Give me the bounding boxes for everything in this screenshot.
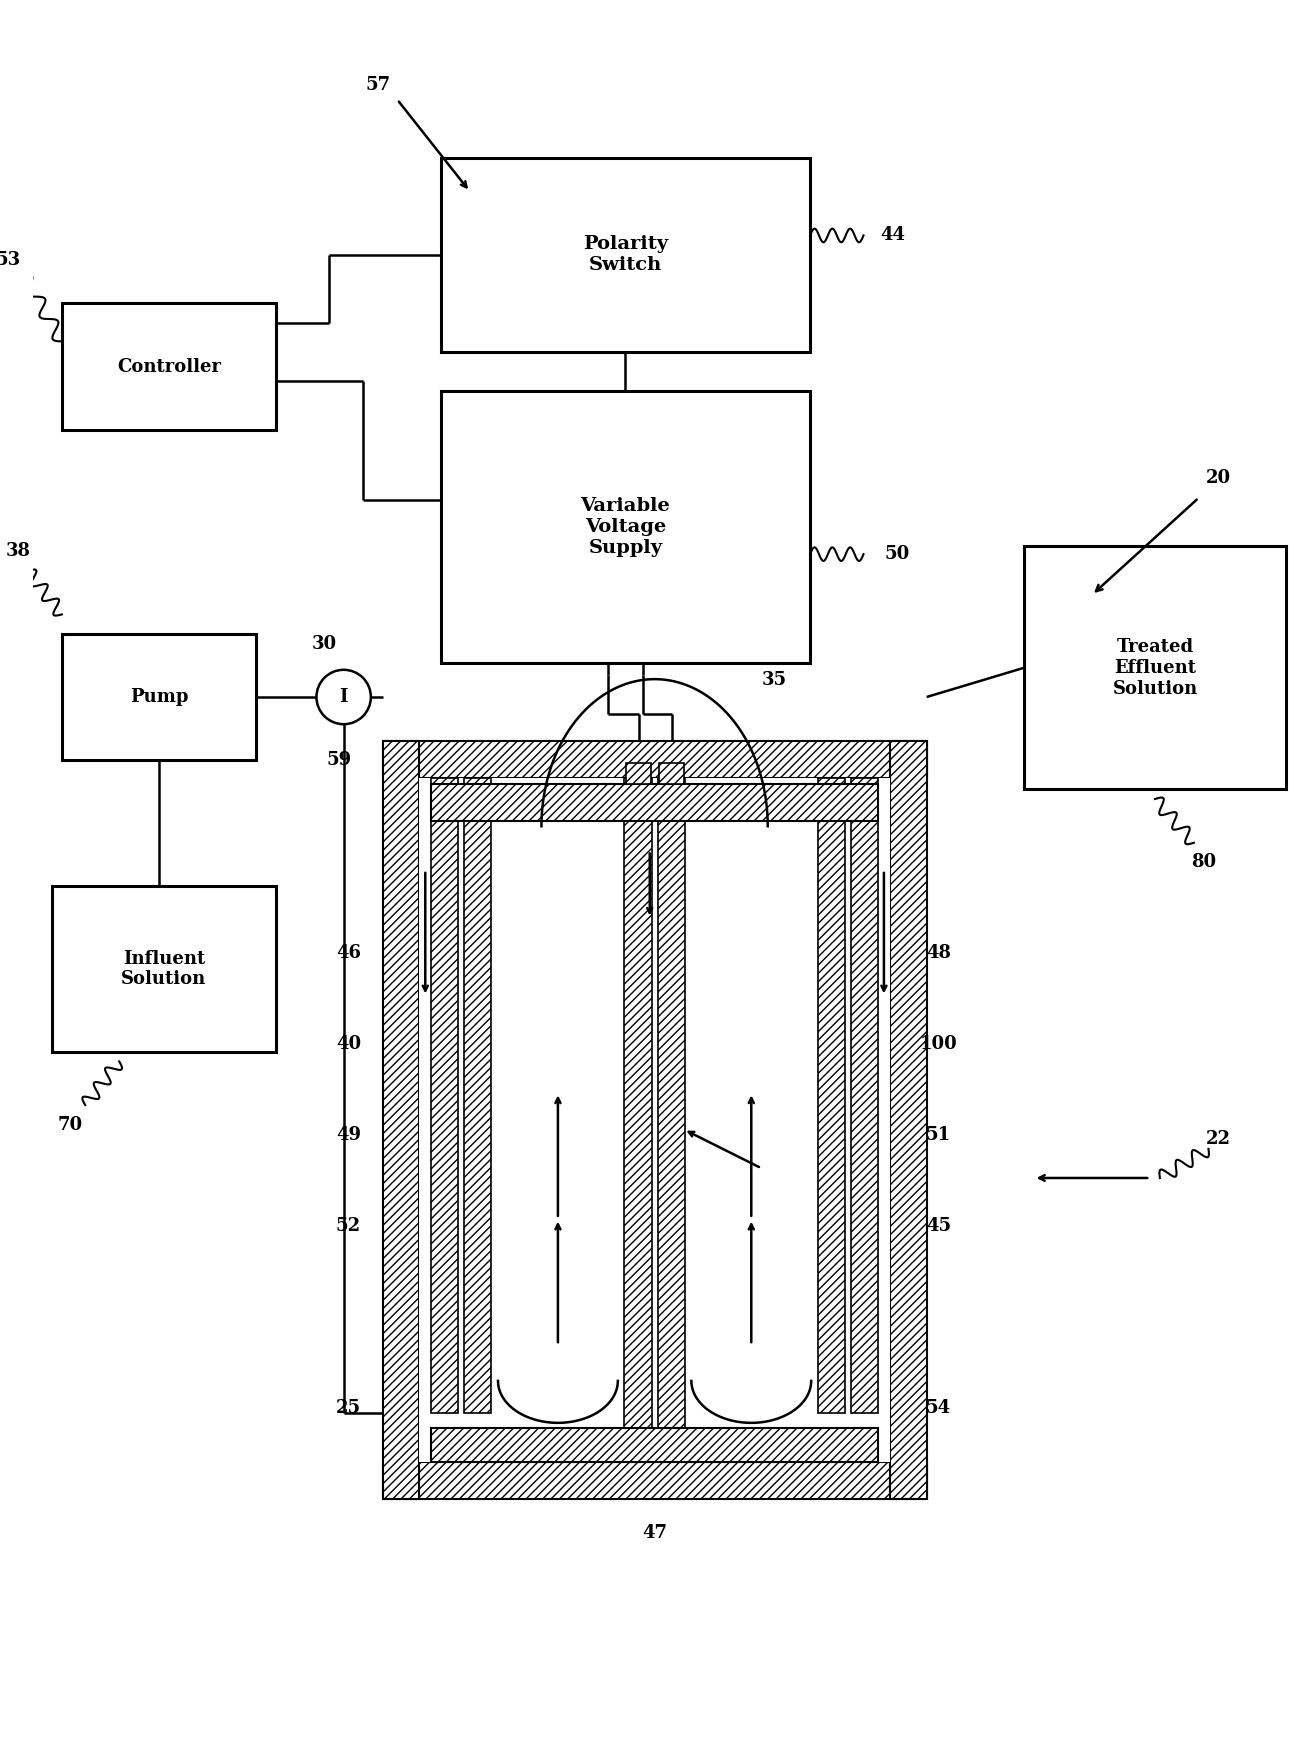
Bar [431, 778, 459, 1414]
Bar [658, 778, 684, 1433]
Text: 48: 48 [926, 943, 951, 962]
Text: Treated
Effluent
Solution: Treated Effluent Solution [1113, 637, 1197, 698]
Bar [383, 1463, 926, 1499]
Bar [431, 1428, 878, 1463]
Bar [61, 304, 276, 429]
Text: 38: 38 [5, 542, 31, 561]
Bar [383, 740, 926, 778]
Text: Variable
Voltage
Supply: Variable Voltage Supply [581, 497, 670, 558]
Bar [383, 740, 420, 1499]
Bar [420, 778, 890, 1463]
Bar [890, 740, 926, 1499]
Text: 30: 30 [311, 634, 336, 653]
Bar [431, 785, 878, 822]
Text: Pump: Pump [130, 688, 189, 705]
Bar [61, 634, 257, 761]
Text: 57: 57 [365, 76, 390, 94]
Text: 54: 54 [925, 1398, 951, 1417]
Text: 35: 35 [762, 672, 787, 690]
Text: Controller: Controller [117, 358, 220, 375]
Bar [818, 778, 846, 1414]
Text: 47: 47 [642, 1523, 667, 1542]
Text: 25: 25 [336, 1398, 361, 1417]
Text: 22: 22 [1205, 1131, 1230, 1148]
Text: Influent
Solution: Influent Solution [121, 950, 206, 988]
Text: 100: 100 [920, 1035, 958, 1053]
Bar [464, 778, 491, 1414]
Text: 53: 53 [0, 250, 21, 269]
Text: 45: 45 [925, 1218, 951, 1235]
Bar [624, 778, 652, 1433]
Text: 46: 46 [336, 943, 361, 962]
Text: 40: 40 [336, 1035, 361, 1053]
Text: 51: 51 [925, 1126, 951, 1145]
Bar [851, 778, 878, 1414]
Text: 44: 44 [880, 226, 906, 245]
Text: 20: 20 [1205, 469, 1231, 488]
Text: 70: 70 [59, 1115, 83, 1134]
Text: Polarity
Switch: Polarity Switch [582, 236, 668, 274]
Bar [627, 763, 650, 785]
Text: 80: 80 [1191, 853, 1216, 872]
Bar [1024, 547, 1286, 789]
Bar [440, 158, 810, 353]
Text: 59: 59 [326, 750, 352, 769]
Text: 49: 49 [336, 1126, 361, 1145]
Bar [440, 391, 810, 664]
Bar [52, 886, 276, 1051]
Text: 52: 52 [336, 1218, 361, 1235]
Text: 50: 50 [885, 545, 911, 563]
Text: I: I [339, 688, 348, 705]
Bar [659, 763, 684, 785]
